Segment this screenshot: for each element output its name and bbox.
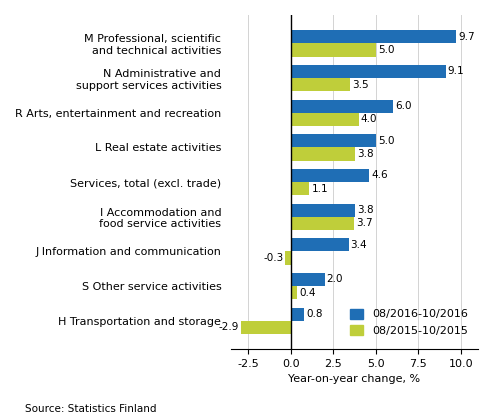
Bar [290,147,355,161]
Text: 0.4: 0.4 [299,287,316,297]
Bar [241,321,290,334]
Bar [290,30,456,43]
Text: 2.0: 2.0 [327,275,343,285]
Text: 3.4: 3.4 [351,240,367,250]
Text: 3.8: 3.8 [357,205,374,215]
Bar [290,217,353,230]
Bar [290,43,376,57]
Legend: 08/2016-10/2016, 08/2015-10/2015: 08/2016-10/2016, 08/2015-10/2015 [346,304,472,340]
Text: 3.5: 3.5 [352,79,369,89]
Bar [290,203,355,217]
Text: 5.0: 5.0 [378,45,394,55]
Text: -0.3: -0.3 [263,253,283,263]
Text: 3.7: 3.7 [355,218,372,228]
Bar [290,65,446,78]
Bar [290,182,309,195]
Bar [290,169,369,182]
Bar [290,238,349,251]
Bar [285,251,290,265]
Bar [290,134,376,147]
Bar [290,286,297,299]
Text: Source: Statistics Finland: Source: Statistics Finland [25,404,156,414]
Text: -2.9: -2.9 [219,322,239,332]
Bar [290,99,393,113]
Text: 9.1: 9.1 [448,67,464,77]
Text: 0.8: 0.8 [306,309,323,319]
Text: 3.8: 3.8 [357,149,374,159]
Text: 9.7: 9.7 [458,32,475,42]
Text: 4.6: 4.6 [371,171,387,181]
X-axis label: Year-on-year change, %: Year-on-year change, % [288,374,421,384]
Bar [290,273,325,286]
Text: 5.0: 5.0 [378,136,394,146]
Bar [290,113,359,126]
Bar [290,78,350,91]
Text: 6.0: 6.0 [395,101,411,111]
Text: 4.0: 4.0 [361,114,377,124]
Text: 1.1: 1.1 [312,183,328,193]
Bar [290,307,304,321]
